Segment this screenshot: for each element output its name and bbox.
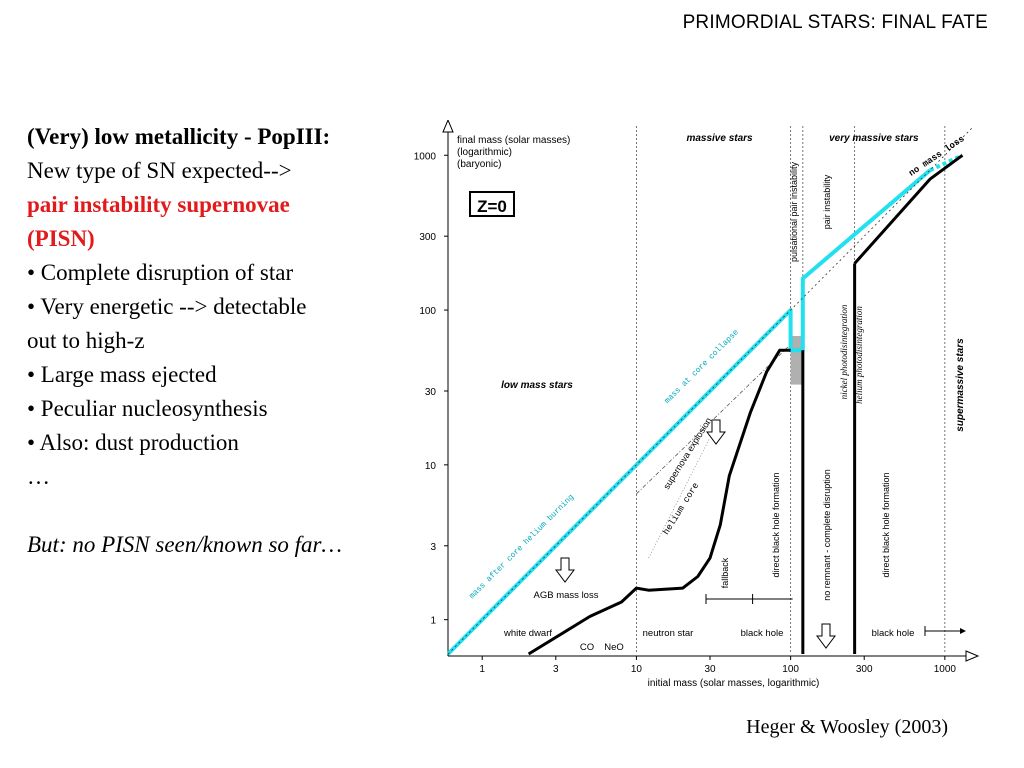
label-direct-bh-1: direct black hole formation: [771, 472, 781, 577]
x-tick-label: 1000: [934, 664, 957, 675]
metallicity-box: [469, 191, 515, 217]
label-neo: NeO: [604, 642, 624, 653]
label-fallback: fallback: [720, 557, 730, 588]
x-tick-label: 30: [704, 664, 716, 675]
label-co: CO: [580, 642, 594, 653]
bullet-dust: • Also: dust production: [27, 430, 239, 455]
y-tick-label: 100: [419, 306, 436, 317]
y-tick-label: 10: [425, 461, 437, 472]
intro-line: New type of SN expected-->: [27, 158, 292, 183]
ellipsis: …: [27, 464, 50, 489]
label-helium-photodisintegration: helium photodisintegration: [854, 306, 864, 404]
x-tick-label: 1: [479, 664, 485, 675]
series-remnant-mass-very-massive: [853, 154, 964, 265]
pisn-acronym: (PISN): [27, 226, 95, 251]
citation: Heger & Woosley (2003): [746, 716, 948, 738]
bullet-mass-ejected: • Large mass ejected: [27, 362, 217, 387]
bullet-disruption: • Complete disruption of star: [27, 260, 294, 285]
bullet-nucleosynthesis: • Peculiar nucleosynthesis: [27, 396, 268, 421]
label-agb-mass-loss: AGB mass loss: [534, 590, 599, 601]
final-fate-figure: 1 3 10 30 100 300 1000 1 3 10 30 100 300 1000 initial …: [414, 120, 980, 689]
label-direct-bh-2: direct black hole formation: [881, 472, 891, 577]
label-mass-after-helium-burning: mass after core helium burning: [468, 493, 576, 601]
remnant-white-dwarf: white dwarf: [503, 628, 552, 639]
label-complete-disruption: no remnant - complete disruption: [822, 469, 832, 601]
heading: (Very) low metallicity - PopIII:: [27, 124, 331, 149]
note-no-pisn: But: no PISN seen/known so far…: [27, 532, 342, 557]
series-no-mass-loss: [447, 127, 973, 655]
bullet-energetic: • Very energetic --> detectable: [27, 294, 307, 319]
black-hole-range-head-icon: [960, 628, 966, 634]
series-remnant-mass: [527, 348, 791, 656]
y-tick-label: 30: [425, 387, 437, 398]
slide-title: PRIMORDIAL STARS: FINAL FATE: [682, 12, 988, 33]
remnant-black-hole-1: black hole: [741, 628, 784, 639]
region-label-very-massive: very massive stars: [829, 133, 919, 144]
remnant-black-hole-2: black hole: [872, 628, 915, 639]
region-label-low-mass: low mass stars: [501, 380, 573, 391]
x-tick-label: 100: [782, 664, 799, 675]
y-axis-arrow-icon: [442, 120, 454, 133]
metallicity-label: Z=0: [477, 197, 507, 216]
label-nickel-photodisintegration: nickel photodisintegration: [839, 304, 849, 399]
disruption-down-arrow-icon: [816, 623, 836, 649]
label-pulsational-pair-instability: pulsational pair instability: [789, 161, 799, 262]
x-axis-arrow-icon: [965, 650, 980, 662]
y-axis-title-line: final mass (solar masses): [457, 135, 570, 146]
supernova-down-arrow-icon: [706, 419, 726, 445]
supernova-explosion-line: [636, 344, 791, 495]
remnant-neutron-star: neutron star: [643, 628, 694, 639]
pair-instability-block: [790, 335, 803, 385]
label-pair-instability: pair instability: [822, 174, 832, 229]
x-tick-label: 300: [856, 664, 873, 675]
text-block: (Very) low metallicity - PopIII: New typ…: [27, 120, 412, 562]
region-label-massive: massive stars: [686, 133, 753, 144]
y-axis-title-line: (logarithmic): [457, 147, 512, 158]
y-axis-title-line: (baryonic): [457, 159, 501, 170]
y-tick-label: 300: [419, 232, 436, 243]
x-axis-title: initial mass (solar masses, logarithmic): [648, 678, 820, 689]
x-tick-label: 3: [553, 664, 559, 675]
y-tick-label: 1: [430, 616, 436, 627]
x-tick-label: 10: [631, 664, 643, 675]
y-tick-label: 1000: [414, 151, 437, 162]
series-mass-after-helium-burning: [446, 168, 932, 656]
label-mass-at-core-collapse: mass at core collapse: [663, 328, 741, 406]
y-tick-label: 3: [430, 542, 436, 553]
pisn-highlight: pair instability supernovae: [27, 192, 290, 217]
bullet-energetic-cont: out to high-z: [27, 328, 145, 353]
agb-down-arrow-icon: [555, 557, 575, 583]
region-label-supermassive: supermassive stars: [955, 338, 966, 432]
